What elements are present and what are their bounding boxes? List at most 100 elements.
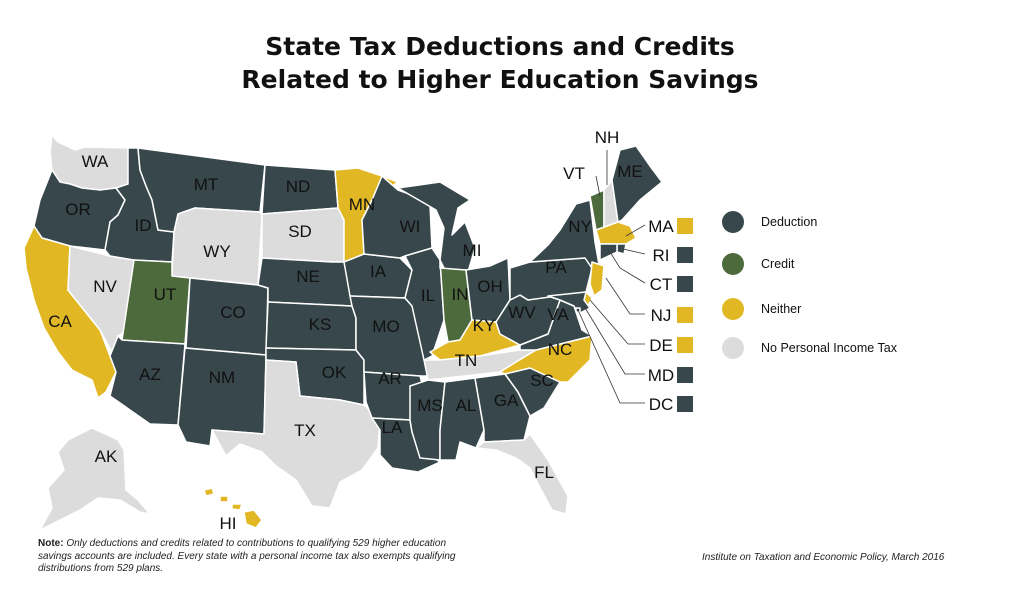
legend-swatch-deduction xyxy=(722,211,744,233)
map-title: State Tax Deductions and Credits Related… xyxy=(0,30,1000,96)
title-line-1: State Tax Deductions and Credits xyxy=(265,32,735,61)
callout-label-de: DE xyxy=(649,336,673,355)
state-label-me: ME xyxy=(617,162,643,181)
state-ak xyxy=(39,427,151,531)
state-hi xyxy=(203,487,263,529)
legend-swatch-credit xyxy=(722,253,744,275)
state-label-nv: NV xyxy=(93,277,117,296)
state-label-mi: MI xyxy=(463,241,482,260)
footnote-text: Only deductions and credits related to c… xyxy=(38,538,456,574)
state-label-oh: OH xyxy=(477,277,503,296)
legend-item-deduction: Deduction xyxy=(722,210,817,234)
state-me xyxy=(611,145,663,223)
callout-label-ct: CT xyxy=(650,275,673,294)
state-label-tn: TN xyxy=(455,351,478,370)
state-nc xyxy=(499,335,593,383)
state-label-il: IL xyxy=(421,286,435,305)
title-line-2: Related to Higher Education Savings xyxy=(241,65,759,94)
state-label-mo: MO xyxy=(372,317,399,336)
state-label-nm: NM xyxy=(209,368,235,387)
legend-swatch-no-income-tax xyxy=(722,337,744,359)
callout-label-dc: DC xyxy=(649,395,674,414)
state-fl xyxy=(475,433,569,515)
state-tx xyxy=(211,359,381,509)
callout-label-nh: NH xyxy=(595,128,620,147)
callout-label-ri: RI xyxy=(653,246,670,265)
state-label-ia: IA xyxy=(370,262,387,281)
state-label-ok: OK xyxy=(322,363,347,382)
state-label-az: AZ xyxy=(139,365,161,384)
state-label-pa: PA xyxy=(545,258,567,277)
callout-swatch-md xyxy=(677,367,693,383)
legend-item-neither: Neither xyxy=(722,297,801,321)
state-label-wi: WI xyxy=(400,217,421,236)
leader-line-nj xyxy=(605,277,645,315)
state-label-ak: AK xyxy=(95,447,118,466)
callout-swatch-ma xyxy=(677,218,693,234)
legend-label-neither: Neither xyxy=(761,302,802,316)
state-il xyxy=(404,247,445,361)
callout-swatch-ct xyxy=(677,276,693,292)
legend-swatch-neither xyxy=(722,298,744,320)
state-labels: WA OR CA NV ID MT WY UT AZ CO NM ND SD NE KS OK TX MN IA MO… xyxy=(48,152,643,482)
leader-line-ct xyxy=(609,251,646,284)
callout-label-hi: HI xyxy=(220,514,237,533)
state-label-ga: GA xyxy=(494,391,519,410)
state-label-mn: MN xyxy=(349,195,375,214)
state-label-ne: NE xyxy=(296,267,320,286)
legend-label-credit: Credit xyxy=(761,257,795,271)
legend-label-no-income-tax: No Personal Income Tax xyxy=(761,341,897,355)
callout-labels: VT NH MA RI CT NJ DE MD DC HI xyxy=(220,128,693,533)
state-label-mt: MT xyxy=(194,175,219,194)
callout-swatch-de xyxy=(677,337,693,353)
leader-line-dc xyxy=(577,309,645,404)
legend-item-credit: Credit xyxy=(722,252,794,276)
leader-line-vt xyxy=(595,175,601,197)
footnote-prefix: Note: xyxy=(38,538,64,549)
state-label-ks: KS xyxy=(309,315,332,334)
leader-line-de xyxy=(589,299,645,345)
callout-swatch-nj xyxy=(677,307,693,323)
callout-label-ma: MA xyxy=(648,217,674,236)
state-label-fl: FL xyxy=(534,463,554,482)
callout-label-md: MD xyxy=(648,366,674,385)
state-label-sc: SC xyxy=(530,371,554,390)
state-ct xyxy=(599,243,618,261)
state-label-in: IN xyxy=(452,285,469,304)
state-label-va: VA xyxy=(547,305,569,324)
state-wy xyxy=(171,207,263,286)
state-label-id: ID xyxy=(135,216,152,235)
state-label-ky: KY xyxy=(473,316,496,335)
state-mi xyxy=(397,181,476,273)
state-label-ny: NY xyxy=(568,217,592,236)
leader-line-ma xyxy=(625,224,646,237)
state-ny xyxy=(529,199,601,271)
state-label-ms: MS xyxy=(417,396,443,415)
source-credit: Institute on Taxation and Economic Polic… xyxy=(702,552,945,563)
states-layer xyxy=(23,134,663,531)
state-label-sd: SD xyxy=(288,222,312,241)
leader-lines xyxy=(577,150,646,404)
leader-line-ri xyxy=(622,248,646,255)
state-nj xyxy=(589,261,605,297)
legend-item-no-income-tax: No Personal Income Tax xyxy=(722,336,897,360)
callout-label-vt: VT xyxy=(563,164,585,183)
state-label-wa: WA xyxy=(82,152,109,171)
state-label-nc: NC xyxy=(548,340,573,359)
leader-line-md xyxy=(583,305,645,375)
callout-swatch-dc xyxy=(677,396,693,412)
state-label-ut: UT xyxy=(154,285,177,304)
state-label-co: CO xyxy=(220,303,246,322)
state-label-or: OR xyxy=(65,200,91,219)
callout-label-nj: NJ xyxy=(651,306,672,325)
state-label-wy: WY xyxy=(203,242,230,261)
state-label-wv: WV xyxy=(508,303,536,322)
state-label-nd: ND xyxy=(286,177,311,196)
callout-swatch-ri xyxy=(677,247,693,263)
state-label-ca: CA xyxy=(48,312,72,331)
state-label-ar: AR xyxy=(378,369,402,388)
state-label-al: AL xyxy=(456,396,477,415)
legend-label-deduction: Deduction xyxy=(761,215,818,229)
state-label-tx: TX xyxy=(294,421,316,440)
